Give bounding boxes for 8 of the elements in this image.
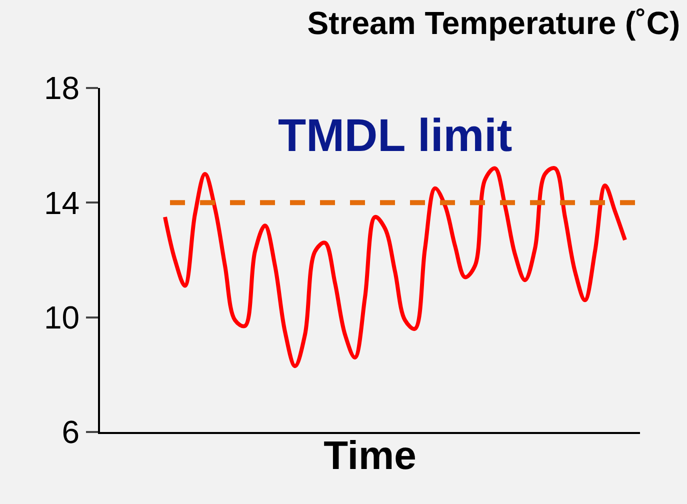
y-tick-label: 18 bbox=[44, 70, 80, 106]
x-axis-title: Time bbox=[324, 434, 416, 478]
y-tick-label: 14 bbox=[44, 184, 80, 221]
y-tick-label: 6 bbox=[62, 414, 80, 450]
ref-line-label: TMDL limit bbox=[278, 109, 512, 161]
line-series bbox=[163, 166, 627, 368]
chart-title: Stream Temperature (˚C) bbox=[307, 4, 680, 41]
y-tick-label: 10 bbox=[44, 300, 80, 336]
